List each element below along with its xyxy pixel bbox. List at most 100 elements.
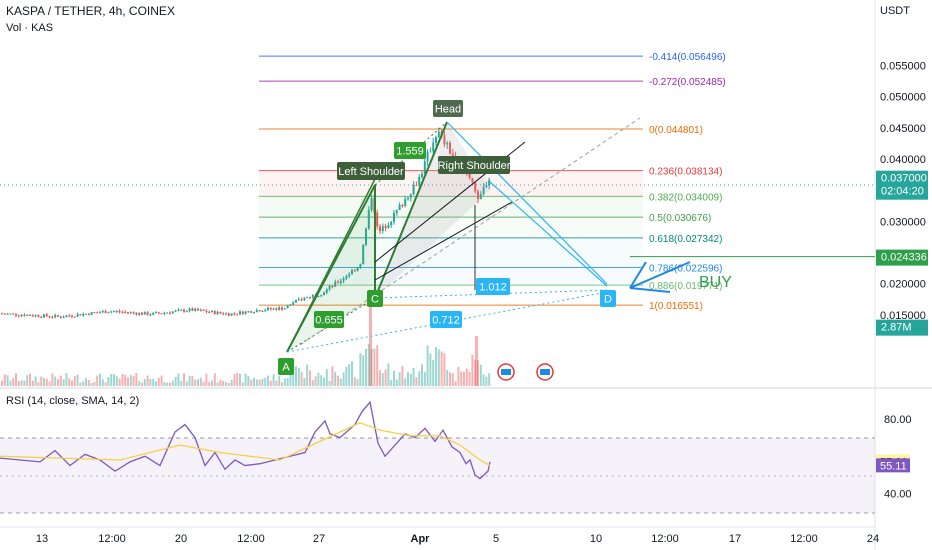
volume-bar <box>101 379 104 386</box>
volume-bar <box>482 374 485 386</box>
buy-label: BUY <box>699 274 732 291</box>
rsi-legend[interactable]: RSI (14, close, SMA, 14, 2) <box>6 395 140 407</box>
price-badge <box>876 249 928 266</box>
volume-bar <box>460 371 463 386</box>
harmonic-pattern[interactable]: Head Left Shoulder Right Shoulder 1.559 0.65… <box>278 100 875 381</box>
volume-bar <box>367 344 370 386</box>
volume-bar <box>325 369 328 386</box>
candle-body <box>143 312 146 315</box>
volume-bar <box>426 345 429 386</box>
volume-bar <box>328 381 331 386</box>
volume-bar <box>87 380 90 386</box>
volume-bar <box>345 366 348 386</box>
volume-bar <box>129 375 132 386</box>
volume-bar <box>155 381 157 386</box>
candle-body <box>26 314 29 316</box>
candle-body <box>379 226 381 232</box>
volume-bar <box>255 379 258 386</box>
candle-body <box>57 315 59 317</box>
volume-bar <box>225 382 227 386</box>
head-label: Head <box>435 104 461 116</box>
candle-body <box>449 142 451 154</box>
volume-bar <box>457 366 460 386</box>
candle-body <box>82 313 85 316</box>
volume-bar <box>202 381 205 386</box>
fib-band <box>259 237 643 268</box>
price-badge-text: 0.037000 <box>881 173 927 185</box>
volume-bar <box>152 378 155 386</box>
symbol-title[interactable]: KASPA / TETHER, 4h, COINEX <box>6 4 175 18</box>
fib-level-label: 0.5(0.030676) <box>649 213 711 224</box>
candle-body <box>384 226 387 228</box>
candle-body <box>289 305 292 307</box>
right-shoulder-label: Right Shoulder <box>438 160 511 172</box>
candle-body <box>12 313 15 315</box>
volume-bar <box>157 377 160 386</box>
currency-label: USDT <box>880 5 910 17</box>
volume-bar <box>59 375 62 386</box>
pattern-dotted <box>286 291 608 353</box>
volume-bar <box>362 355 365 386</box>
ratio-label-4: 0.712 <box>432 315 460 327</box>
volume-bar <box>227 382 230 386</box>
candle-body <box>157 312 160 314</box>
left-shoulder-label: Left Shoulder <box>338 166 404 178</box>
volume-bar <box>432 359 435 386</box>
volume-bar <box>43 378 45 386</box>
candle-body <box>62 317 65 319</box>
candle-body <box>169 312 171 314</box>
candle-body <box>393 212 395 222</box>
price-badge-text: 0.024336 <box>881 252 927 264</box>
volume-bar <box>440 351 443 386</box>
volume-legend[interactable]: Vol · KAS <box>6 22 54 34</box>
time-axis-tick: Apr <box>411 533 431 545</box>
volume-bar <box>82 381 85 386</box>
candle-body <box>23 314 26 316</box>
volume-bar <box>244 373 247 386</box>
candle-body <box>99 312 101 314</box>
candle-body <box>426 152 429 162</box>
volume-bar <box>485 376 488 386</box>
candle-body <box>435 137 437 143</box>
volume-bar <box>166 382 169 386</box>
candle-body <box>199 309 202 311</box>
candle-body <box>325 289 328 293</box>
volume-bar <box>365 348 367 386</box>
volume-bar <box>314 376 317 386</box>
volume-bar <box>93 381 96 386</box>
volume-bar <box>247 375 250 386</box>
volume-bar <box>295 366 297 386</box>
candle-body <box>152 312 155 315</box>
candle-body <box>381 226 384 232</box>
pattern-leg <box>286 178 376 353</box>
candle-body <box>253 312 255 314</box>
candle-body <box>188 308 191 311</box>
volume-bar <box>90 382 93 386</box>
volume-bar <box>48 381 51 386</box>
candle-body <box>211 310 213 313</box>
candle-body <box>124 312 127 314</box>
candle-body <box>85 313 87 315</box>
volume-bar <box>412 367 415 386</box>
volume-bar <box>479 364 482 386</box>
candle-body <box>334 281 337 287</box>
volume-bar <box>71 380 73 386</box>
fib-level-label: 0.786(0.022596) <box>649 263 722 274</box>
candle-body <box>183 309 185 312</box>
ratio-label-1: 1.559 <box>396 146 424 158</box>
volume-bar <box>418 371 421 386</box>
candle-body <box>390 221 393 226</box>
rsi-lines <box>0 400 491 480</box>
ratio-label-2-box <box>314 311 344 328</box>
volume-bar <box>421 364 423 386</box>
candle-body <box>367 210 370 229</box>
candle-body <box>365 228 367 245</box>
volume-bar <box>40 376 43 386</box>
volume-bar <box>160 375 163 386</box>
volume-bars <box>1 300 491 386</box>
volume-bar <box>3 374 6 386</box>
volume-bar <box>297 368 300 386</box>
volume-bar <box>384 369 387 386</box>
volume-bar <box>275 380 278 386</box>
